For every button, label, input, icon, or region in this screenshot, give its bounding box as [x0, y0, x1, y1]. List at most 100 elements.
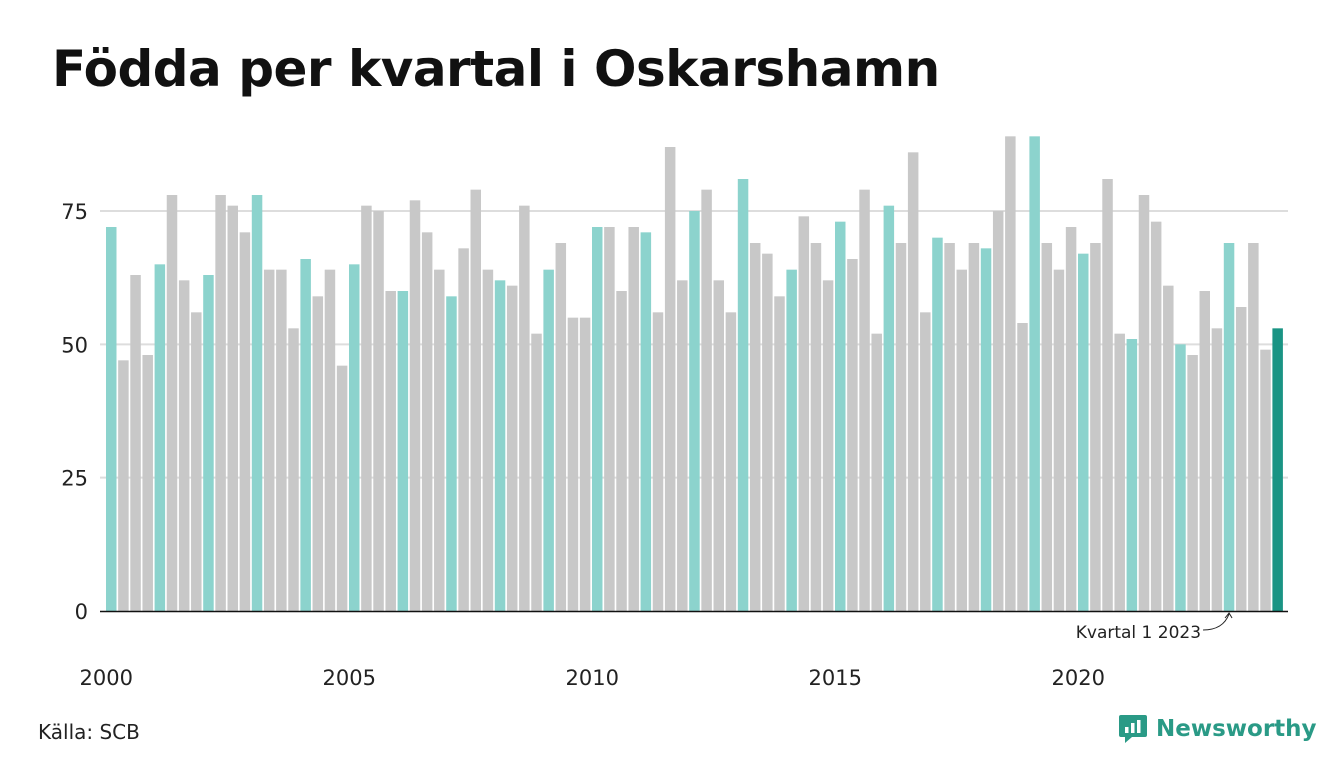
- bar-2004-q2: [312, 296, 324, 611]
- bar-2020-q4: [1114, 333, 1125, 611]
- bar-2008-q2: [506, 285, 518, 611]
- bar-2019-q3: [1053, 269, 1065, 611]
- bar-2002-q1: [203, 275, 214, 611]
- bar-2017-q1: [932, 237, 943, 611]
- bar-2009-q4: [579, 317, 591, 611]
- bar-2004-q4: [336, 365, 348, 611]
- bar-2011-q4: [677, 280, 688, 611]
- newsworthy-logo: Newsworthy: [1118, 713, 1317, 745]
- bar-2024-q1: [1272, 328, 1283, 611]
- bar-2011-q1: [640, 232, 652, 612]
- bar-2009-q2: [555, 243, 567, 611]
- bar-2019-q2: [1041, 243, 1053, 611]
- bar-2002-q3: [227, 205, 238, 611]
- annotation-arrow: [1203, 612, 1233, 631]
- bar-2011-q2: [652, 312, 664, 611]
- bar-2016-q1: [883, 205, 895, 611]
- bar-2012-q4: [725, 312, 737, 611]
- bar-2019-q1: [1029, 136, 1040, 612]
- bar-2005-q4: [385, 291, 396, 611]
- bar-2014-q2: [798, 216, 810, 612]
- bar-2022-q4: [1211, 328, 1223, 611]
- bar-2005-q2: [361, 205, 372, 611]
- bar-2022-q1: [1175, 344, 1186, 611]
- bar-2006-q4: [434, 269, 445, 611]
- x-tick-label: 2015: [809, 666, 862, 690]
- bar-2017-q4: [968, 243, 980, 611]
- bar-2022-q2: [1187, 355, 1198, 611]
- bar-2008-q1: [494, 280, 506, 611]
- bar-2003-q4: [288, 328, 299, 611]
- brand-name: Newsworthy: [1156, 716, 1317, 742]
- annotation: Kvartal 1 2023: [1076, 612, 1233, 643]
- bar-2007-q4: [482, 269, 494, 611]
- bar-2002-q2: [215, 195, 226, 611]
- bar-2001-q2: [166, 195, 178, 611]
- bar-2008-q4: [531, 333, 542, 611]
- bar-2020-q3: [1102, 179, 1113, 611]
- bar-2001-q3: [178, 280, 190, 611]
- bar-2010-q3: [616, 291, 627, 611]
- x-tick-label: 2020: [1052, 666, 1105, 690]
- bar-2018-q4: [1017, 323, 1028, 611]
- y-tick-label: 50: [61, 333, 88, 357]
- bar-2001-q1: [154, 264, 166, 611]
- bar-2020-q1: [1078, 253, 1089, 611]
- bar-2010-q2: [604, 227, 615, 611]
- bar-2023-q1: [1223, 243, 1235, 611]
- bar-2007-q2: [458, 248, 469, 612]
- bar-2012-q1: [689, 211, 700, 611]
- bar-2016-q2: [895, 243, 907, 611]
- x-tick-label: 2000: [80, 666, 133, 690]
- bar-2003-q3: [276, 269, 287, 611]
- bar-2006-q2: [409, 200, 421, 612]
- bar-2009-q3: [567, 317, 579, 611]
- y-tick-label: 0: [75, 600, 88, 624]
- bar-2014-q4: [822, 280, 834, 611]
- chart-title: Födda per kvartal i Oskarshamn: [52, 40, 940, 98]
- bar-2021-q1: [1126, 339, 1138, 611]
- bar-2001-q4: [191, 312, 202, 611]
- bar-2012-q3: [713, 280, 724, 611]
- bar-2000-q4: [142, 355, 153, 611]
- bar-2021-q4: [1163, 285, 1174, 611]
- y-tick-label: 75: [61, 200, 88, 224]
- bar-2010-q1: [592, 227, 603, 611]
- bar-2002-q4: [239, 232, 251, 612]
- bar-2013-q3: [762, 253, 773, 611]
- bar-2012-q2: [701, 189, 712, 611]
- bar-2000-q2: [118, 360, 129, 611]
- bar-chart: 0 25 50 75 2000 2005 2010 2015 2020 Kvartal 1 2…: [61, 136, 1288, 690]
- bar-2003-q1: [251, 195, 263, 611]
- bar-2023-q4: [1260, 349, 1271, 611]
- bars: [100, 136, 1288, 613]
- bar-2017-q3: [956, 269, 967, 611]
- bar-2003-q2: [263, 269, 275, 611]
- bar-2009-q1: [543, 269, 554, 611]
- bar-2007-q3: [470, 189, 481, 611]
- bar-2007-q1: [446, 296, 457, 611]
- bar-2021-q3: [1150, 221, 1162, 611]
- bar-2018-q2: [992, 211, 1004, 611]
- bar-2011-q3: [664, 147, 676, 611]
- bar-2016-q4: [920, 312, 931, 611]
- newsworthy-logo-icon: [1119, 715, 1147, 743]
- bar-2005-q1: [349, 264, 360, 611]
- bar-2013-q1: [737, 179, 749, 611]
- bar-2018-q1: [980, 248, 992, 612]
- bar-2000-q1: [106, 227, 117, 611]
- annotation-label: Kvartal 1 2023: [1076, 623, 1201, 643]
- bar-2023-q3: [1248, 243, 1259, 611]
- bar-2020-q2: [1090, 243, 1101, 611]
- bar-2004-q1: [300, 259, 311, 611]
- bar-2015-q2: [847, 259, 858, 611]
- bar-2013-q2: [749, 243, 761, 611]
- x-tick-label: 2005: [323, 666, 376, 690]
- x-tick-label: 2010: [566, 666, 619, 690]
- bar-2013-q4: [774, 296, 785, 611]
- bar-2014-q3: [810, 243, 822, 611]
- bar-2006-q1: [397, 291, 409, 611]
- x-axis-ticks: 2000 2005 2010 2015 2020: [80, 666, 1105, 690]
- bar-2015-q1: [835, 221, 846, 611]
- y-axis-ticks: 0 25 50 75: [61, 200, 88, 624]
